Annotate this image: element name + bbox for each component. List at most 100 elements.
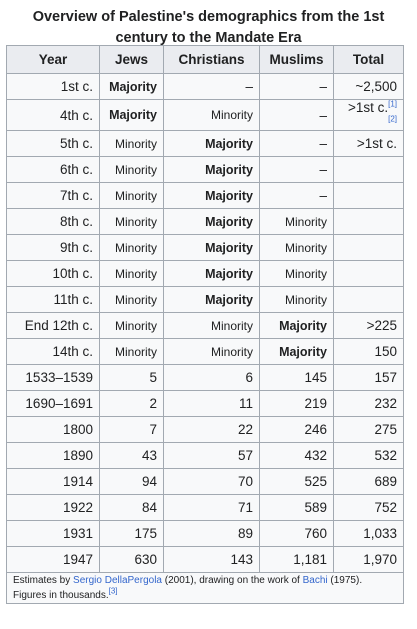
cell-muslims: 589 [259,494,334,521]
table-row: 11th c. Minority Majority Minority [6,286,404,313]
cell-christians: Majority [163,208,260,235]
note-middle: (2001), drawing on the work of [161,575,303,586]
table-row: 1533–1539 5 6 145 157 [6,364,404,391]
cell-total [333,156,404,183]
cell-year: End 12th c. [6,312,100,339]
link-bachi[interactable]: Bachi [302,575,328,586]
cell-year: 1533–1539 [6,364,100,391]
cell-total: 275 [333,416,404,443]
table-row: 4th c. Majority Minority – >1st c.[1][2] [6,99,404,131]
cell-year: 1800 [6,416,100,443]
cell-jews: 7 [99,416,164,443]
cell-christians: 70 [163,468,260,495]
cell-muslims: Minority [259,260,334,287]
table-body: 1st c. Majority – – ~2,500 4th c. Majority Mino… [6,73,404,573]
cell-christians: Minority [163,99,260,131]
cell-year: 1931 [6,520,100,547]
cell-jews: 5 [99,364,164,391]
cell-christians: 6 [163,364,260,391]
cell-muslims: 525 [259,468,334,495]
cell-muslims: Minority [259,286,334,313]
cell-total [333,234,404,261]
cell-total: >225 [333,312,404,339]
cell-christians: 143 [163,546,260,573]
cell-christians: Majority [163,156,260,183]
cell-christians: – [163,73,260,100]
cell-total-value: >1st c. [347,100,389,115]
table-caption: Overview of Palestine's demographics fro… [32,9,385,46]
cell-jews: 175 [99,520,164,547]
table-row: End 12th c. Minority Minority Majority >225 [6,312,404,339]
table-row: 10th c. Minority Majority Minority [6,260,404,287]
header-christians: Christians [163,45,260,74]
cell-muslims: 1,181 [259,546,334,573]
link-sergio-dellapergola[interactable]: Sergio DellaPergola [73,575,162,586]
cell-muslims: 246 [259,416,334,443]
cell-christians: Majority [163,286,260,313]
header-year: Year [6,45,100,74]
cell-christians: Minority [163,338,260,365]
table-row: 7th c. Minority Majority – [6,182,404,209]
table-row: 6th c. Minority Majority – [6,156,404,183]
cell-muslims: – [259,156,334,183]
cell-jews: 2 [99,390,164,417]
cell-muslims: – [259,99,334,131]
cell-christians: Majority [163,260,260,287]
cell-year: 1890 [6,442,100,469]
cell-muslims: Minority [259,208,334,235]
table-row: 1890 43 57 432 532 [6,442,404,469]
cell-muslims: Majority [259,312,334,339]
table-row: 8th c. Minority Majority Minority [6,208,404,235]
cell-total: >1st c.[1][2] [333,99,404,131]
table-row: 1st c. Majority – – ~2,500 [6,73,404,100]
cell-jews: Minority [99,260,164,287]
reference-link[interactable]: [1][2] [388,99,397,124]
cell-year: 1922 [6,494,100,521]
cell-jews: Minority [99,338,164,365]
cell-jews: Minority [99,312,164,339]
cell-jews: Minority [99,182,164,209]
note-row: Estimates by Sergio DellaPergola (2001),… [6,572,404,604]
cell-total [333,260,404,287]
cell-christians: 11 [163,390,260,417]
table-row: 1931 175 89 760 1,033 [6,520,404,547]
cell-year: 14th c. [6,338,100,365]
cell-year: 1st c. [6,73,100,100]
cell-total [333,208,404,235]
demographics-table-container: Overview of Palestine's demographics fro… [6,0,411,604]
cell-total: ~2,500 [333,73,404,100]
cell-year: 4th c. [6,99,100,131]
cell-jews: Majority [99,73,164,100]
cell-total: >1st c. [333,130,404,157]
cell-total: 157 [333,364,404,391]
header-row: Year Jews Christians Muslims Total [6,45,404,74]
cell-total [333,286,404,313]
cell-year: 8th c. [6,208,100,235]
cell-total [333,182,404,209]
cell-year: 1690–1691 [6,390,100,417]
table-row: 9th c. Minority Majority Minority [6,234,404,261]
note-reference[interactable]: [3] [108,586,118,596]
cell-christians: Majority [163,182,260,209]
cell-total: 1,033 [333,520,404,547]
cell-total: 150 [333,338,404,365]
header-muslims: Muslims [259,45,334,74]
cell-christians: Majority [163,130,260,157]
cell-jews: 630 [99,546,164,573]
cell-year: 5th c. [6,130,100,157]
cell-muslims: 219 [259,390,334,417]
cell-muslims: 760 [259,520,334,547]
cell-total: 232 [333,390,404,417]
note-prefix: Estimates by [13,575,74,586]
cell-muslims: – [259,182,334,209]
cell-total: 752 [333,494,404,521]
cell-year: 7th c. [6,182,100,209]
cell-muslims: – [259,130,334,157]
table-note: Estimates by Sergio DellaPergola (2001),… [6,572,404,604]
cell-christians: 71 [163,494,260,521]
cell-muslims: Majority [259,338,334,365]
cell-muslims: – [259,73,334,100]
cell-jews: 43 [99,442,164,469]
cell-total: 532 [333,442,404,469]
table-row: 1947 630 143 1,181 1,970 [6,546,404,573]
